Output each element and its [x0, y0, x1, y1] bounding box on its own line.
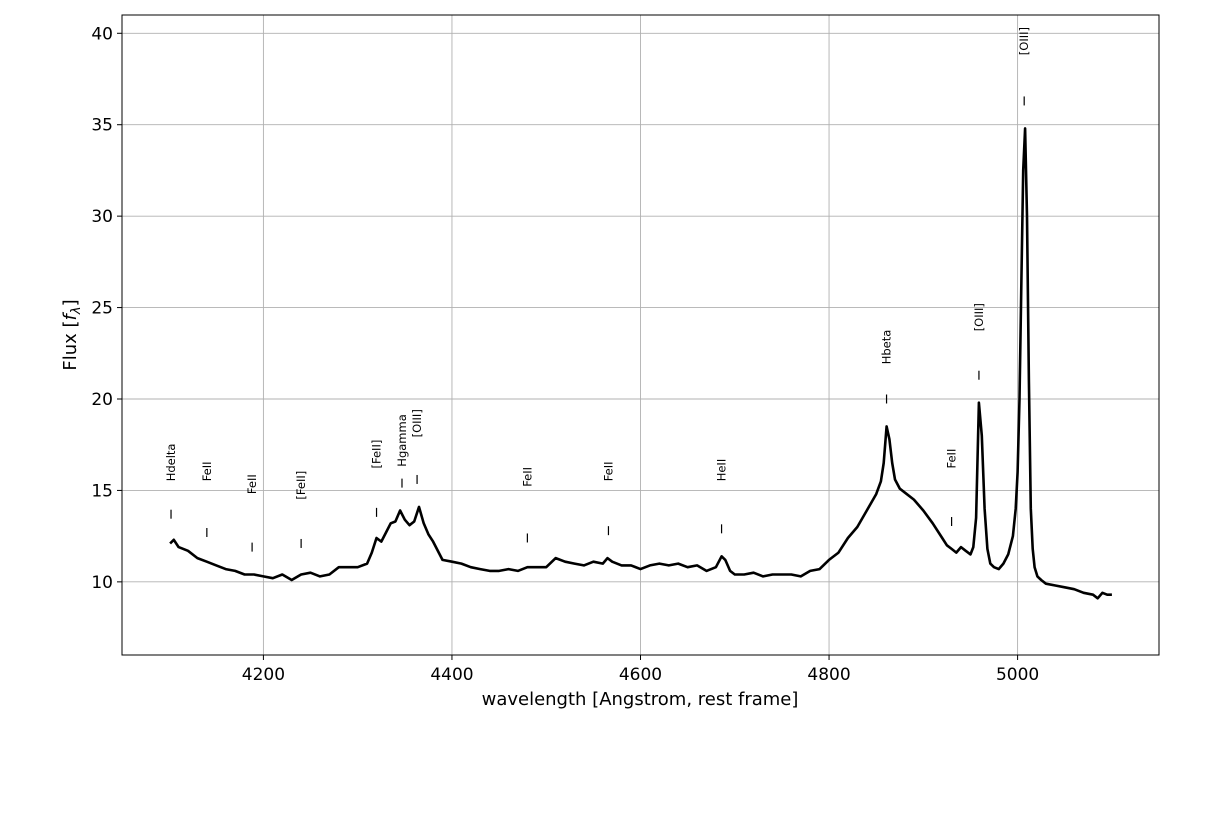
line-label: FeII — [200, 461, 214, 481]
line-label: [OIII] — [410, 409, 424, 437]
y-tick-label: 40 — [91, 24, 113, 44]
line-label: Hgamma — [395, 414, 409, 466]
grid-lines — [122, 15, 1159, 655]
plot-frame — [121, 14, 1160, 656]
line-label: FeII — [520, 467, 534, 487]
line-label: FeII — [945, 449, 959, 469]
y-axis-label-symbol: f — [60, 311, 81, 320]
y-tick-label: 35 — [91, 116, 113, 136]
line-label: [OIII] — [972, 303, 986, 331]
spectrum-line — [169, 127, 1112, 600]
line-label: HeII — [715, 459, 729, 482]
y-tick-label: 10 — [91, 573, 113, 593]
x-tick-label: 4400 — [430, 665, 473, 685]
line-label: [FeII] — [370, 440, 384, 469]
y-tick-label: 20 — [91, 390, 113, 410]
line-label: Hbeta — [880, 330, 894, 365]
line-label: FeII — [601, 461, 615, 481]
x-tick-label: 5000 — [996, 665, 1039, 685]
axis-ticks: 4200 4400 4600 4800 5000 10 15 20 25 30 35 40 — [91, 24, 1039, 685]
y-tick-label: 30 — [91, 207, 113, 227]
y-axis-label-prefix: Flux [ — [60, 320, 81, 370]
y-axis-label-subscript: λ — [69, 306, 84, 315]
x-axis-label: wavelength [Angstrom, rest frame] — [482, 689, 799, 710]
x-tick-label: 4200 — [242, 665, 285, 685]
line-label: FeII — [245, 474, 259, 494]
line-label: [FeII] — [294, 471, 308, 500]
series-layer — [169, 127, 1112, 600]
x-tick-label: 4800 — [807, 665, 850, 685]
y-tick-label: 25 — [91, 299, 113, 319]
line-label: Hdelta — [164, 444, 178, 482]
y-tick-label: 15 — [91, 481, 113, 501]
y-axis-label-suffix: ] — [60, 299, 81, 306]
x-tick-label: 4600 — [619, 665, 662, 685]
y-axis-label: Flux [fλ] — [60, 299, 84, 370]
line-label: [OIII] — [1017, 27, 1031, 55]
